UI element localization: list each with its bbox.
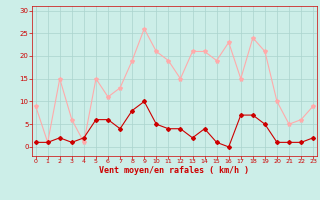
X-axis label: Vent moyen/en rafales ( km/h ): Vent moyen/en rafales ( km/h ) xyxy=(100,166,249,175)
